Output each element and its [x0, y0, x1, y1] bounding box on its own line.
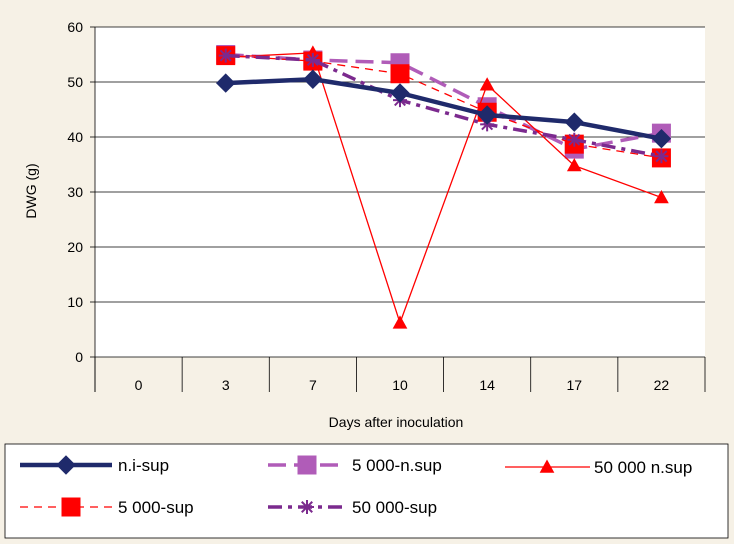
data-point [564, 112, 584, 132]
legend: n.i-sup 5 000-n.sup 50 000 n.sup 5 000-sup 5… [4, 443, 729, 539]
legend-marker [297, 455, 317, 475]
y-tick-label: 50 [67, 74, 83, 90]
y-tick-label: 20 [67, 239, 83, 255]
asterisk-stroke [301, 501, 313, 513]
asterisk-stroke [655, 150, 668, 163]
y-tick-label: 30 [67, 184, 83, 200]
legend-item: 50 000-sup [268, 498, 437, 517]
legend-label: 5 000-sup [118, 498, 194, 517]
x-tick-label: 17 [566, 377, 582, 393]
x-axis-label: Days after inoculation [329, 414, 464, 430]
data-point [479, 77, 495, 91]
data-point [567, 132, 582, 147]
data-point [477, 105, 497, 125]
x-tick-label: 7 [309, 377, 317, 393]
y-tick-label: 40 [67, 129, 83, 145]
legend-label: 5 000-n.sup [352, 456, 442, 475]
series-line [225, 77, 662, 141]
asterisk-stroke [306, 54, 319, 66]
x-tick-label: 3 [222, 377, 230, 393]
data-point [566, 158, 582, 172]
legend-label: 50 000 n.sup [594, 458, 692, 477]
legend-marker [539, 459, 555, 473]
tick-labels: 0 10 20 30 40 50 60 0 3 7 10 14 17 22 [67, 19, 669, 393]
y-tick-label: 60 [67, 19, 83, 35]
legend-marker [56, 455, 76, 475]
data-point [390, 64, 410, 84]
series-0 [216, 69, 672, 149]
series-line [225, 52, 662, 324]
series-line [225, 52, 662, 151]
data-point [218, 48, 233, 63]
legend-box [4, 443, 729, 539]
legend-item: 5 000-sup [20, 497, 194, 517]
y-tick-label: 10 [67, 294, 83, 310]
legend-label: n.i-sup [118, 456, 169, 475]
data-point [390, 83, 410, 103]
legend-item: 50 000 n.sup [505, 458, 692, 477]
data-point [216, 73, 236, 93]
data-point [651, 128, 672, 149]
legend-item: n.i-sup [20, 455, 169, 475]
x-tick-label: 0 [135, 377, 143, 393]
data-point [654, 149, 669, 164]
data-point [392, 315, 408, 329]
series-layer [216, 45, 672, 329]
legend-label: 50 000-sup [352, 498, 437, 517]
x-tick-label: 10 [392, 377, 408, 393]
x-tick-label: 14 [479, 377, 495, 393]
legend-item: 5 000-n.sup [268, 455, 442, 475]
x-tick-label: 22 [654, 377, 670, 393]
legend-marker [300, 500, 314, 514]
data-point [303, 69, 323, 89]
data-point [654, 189, 669, 204]
y-tick-label: 0 [75, 349, 83, 365]
asterisk-stroke [219, 49, 232, 62]
legend-marker [61, 497, 81, 517]
asterisk-stroke [568, 133, 581, 146]
axes [90, 26, 706, 392]
data-point [305, 53, 320, 67]
y-axis-label: DWG (g) [23, 163, 39, 218]
series-line [225, 53, 662, 158]
